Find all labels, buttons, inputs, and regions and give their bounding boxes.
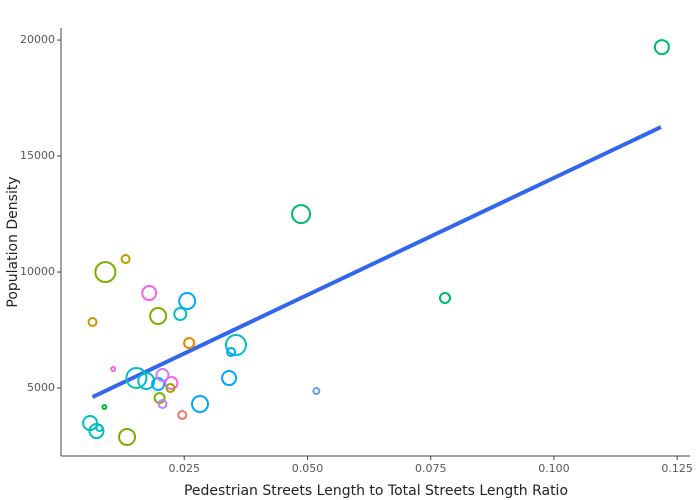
y-tick-label: 10000 (20, 265, 55, 278)
data-point (221, 370, 238, 387)
data-point (164, 376, 179, 391)
y-axis-title: Population Density (5, 176, 21, 307)
data-point (125, 367, 148, 390)
data-point (120, 254, 131, 265)
data-point (155, 368, 170, 383)
data-point (226, 347, 237, 358)
data-point (312, 387, 321, 396)
data-point (88, 423, 105, 440)
data-point (87, 317, 98, 328)
data-point (439, 292, 452, 305)
data-point (110, 366, 117, 373)
data-point (653, 39, 670, 56)
data-point (141, 285, 158, 302)
data-point (149, 307, 168, 326)
x-axis-title: Pedestrian Streets Length to Total Stree… (184, 483, 568, 499)
y-tick-label: 5000 (27, 381, 55, 394)
x-tick-label: 0.025 (168, 462, 200, 475)
data-point (118, 428, 137, 447)
data-point (191, 395, 210, 414)
y-tick-label: 20000 (20, 33, 55, 46)
data-point (101, 404, 108, 411)
data-point (157, 399, 168, 410)
x-tick-label: 0.125 (661, 462, 693, 475)
x-tick-label: 0.075 (415, 462, 447, 475)
data-point (165, 383, 176, 394)
data-point (177, 410, 188, 421)
data-point (95, 424, 104, 433)
data-point (94, 261, 117, 284)
data-point (224, 334, 247, 357)
y-tick-label: 15000 (20, 149, 55, 162)
data-point (178, 292, 197, 311)
data-point (173, 307, 188, 322)
x-tick-label: 0.050 (292, 462, 324, 475)
data-point (183, 337, 196, 350)
trend-line (91, 125, 662, 399)
data-point (137, 372, 156, 391)
data-point (291, 204, 312, 225)
x-tick-label: 0.100 (538, 462, 570, 475)
